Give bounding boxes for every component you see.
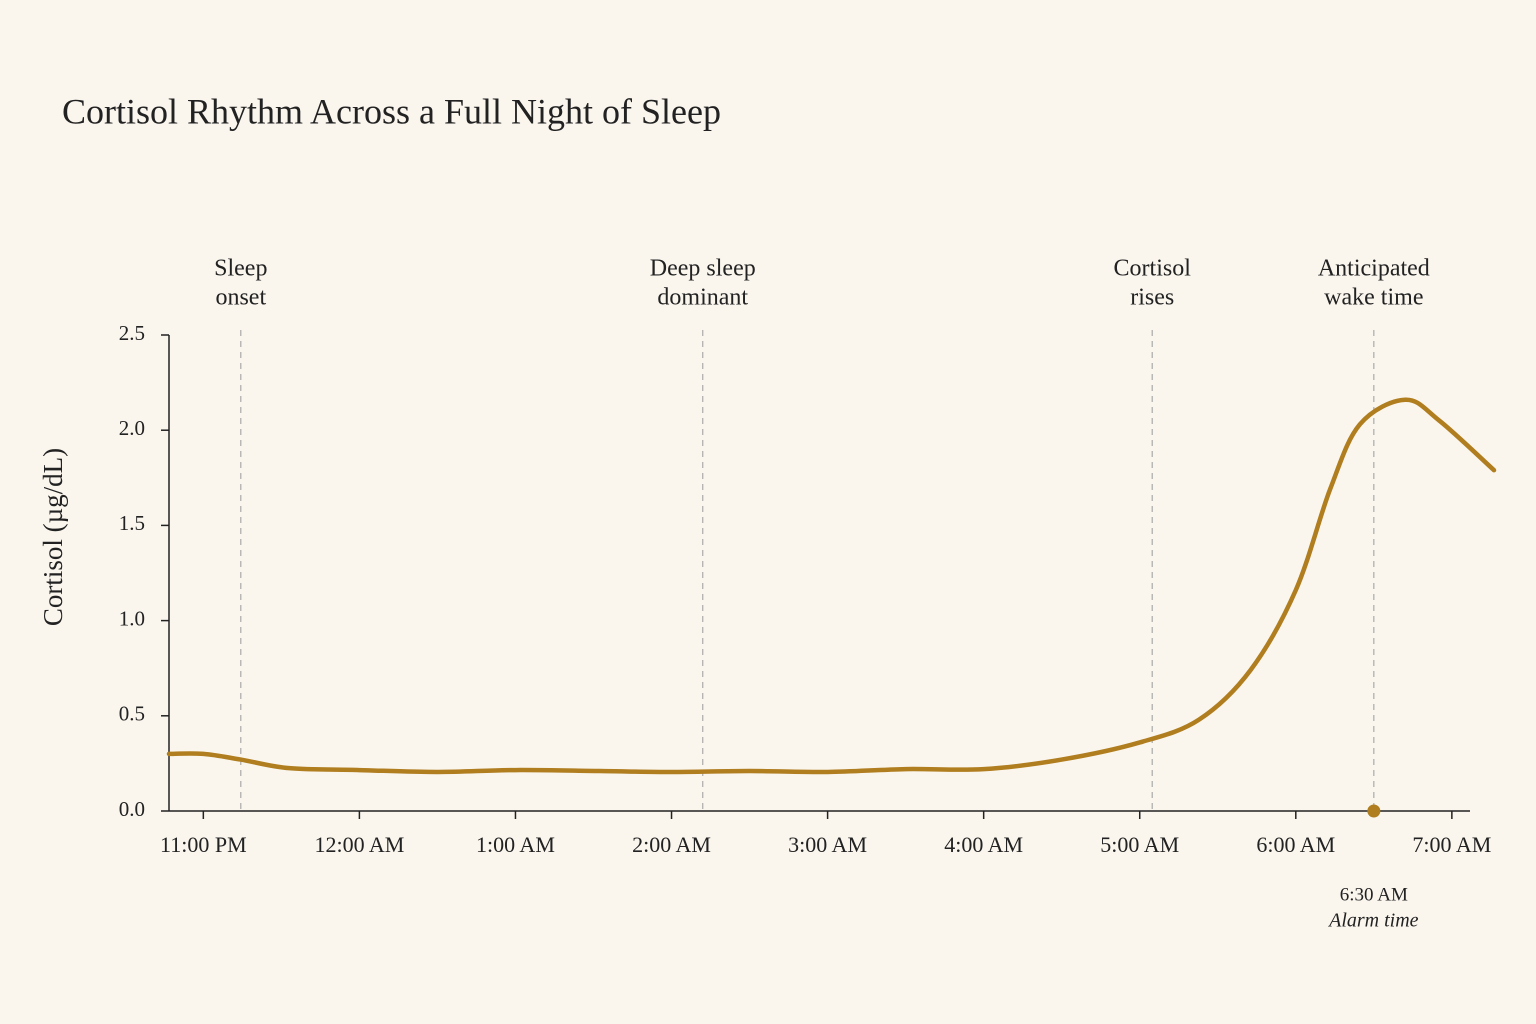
x-tick-label: 6:00 AM (1256, 832, 1335, 857)
x-tick-label: 7:00 AM (1412, 832, 1491, 857)
y-tick-label: 0.5 (119, 702, 145, 726)
chart-title: Cortisol Rhythm Across a Full Night of S… (62, 91, 721, 131)
x-tick-label: 4:00 AM (944, 832, 1023, 857)
x-tick-label: 1:00 AM (476, 832, 555, 857)
x-tick-label: 2:00 AM (632, 832, 711, 857)
y-axis-label: Cortisol (µg/dL) (38, 448, 68, 626)
annotation-label: Deep sleep (650, 256, 756, 282)
alarm-marker (1367, 804, 1381, 818)
y-tick-label: 0.0 (119, 797, 145, 821)
annotation-label: rises (1130, 285, 1174, 311)
annotation-label: dominant (657, 285, 748, 311)
alarm-note: Alarm time (1327, 910, 1419, 932)
annotation-label: onset (215, 285, 266, 311)
y-tick-label: 2.0 (119, 416, 145, 440)
annotation-label: Cortisol (1114, 256, 1192, 282)
y-tick-label: 1.0 (119, 606, 145, 630)
annotation-label: Sleep (214, 256, 267, 282)
x-tick-label: 5:00 AM (1100, 832, 1179, 857)
annotation-label: wake time (1324, 285, 1423, 311)
y-tick-label: 1.5 (119, 511, 145, 535)
annotation-label: Anticipated (1318, 256, 1430, 282)
x-tick-label: 3:00 AM (788, 832, 867, 857)
y-tick-label: 2.5 (119, 321, 145, 345)
x-tick-label: 11:00 PM (160, 832, 247, 857)
x-tick-label: 12:00 AM (314, 832, 404, 857)
cortisol-line (166, 397, 1497, 775)
alarm-label: 6:30 AM (1340, 884, 1408, 905)
